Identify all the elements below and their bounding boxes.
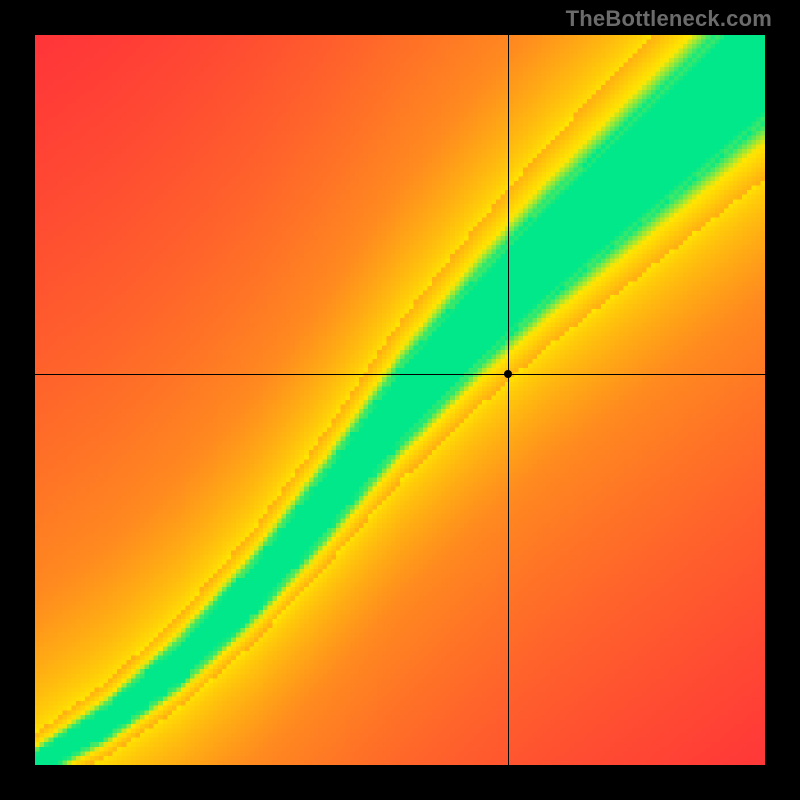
watermark-text: TheBottleneck.com (566, 6, 772, 32)
plot-area (35, 35, 765, 765)
crosshair-vertical (508, 35, 509, 765)
heatmap-canvas (35, 35, 765, 765)
crosshair-marker (504, 370, 512, 378)
crosshair-horizontal (35, 374, 765, 375)
chart-container: TheBottleneck.com (0, 0, 800, 800)
